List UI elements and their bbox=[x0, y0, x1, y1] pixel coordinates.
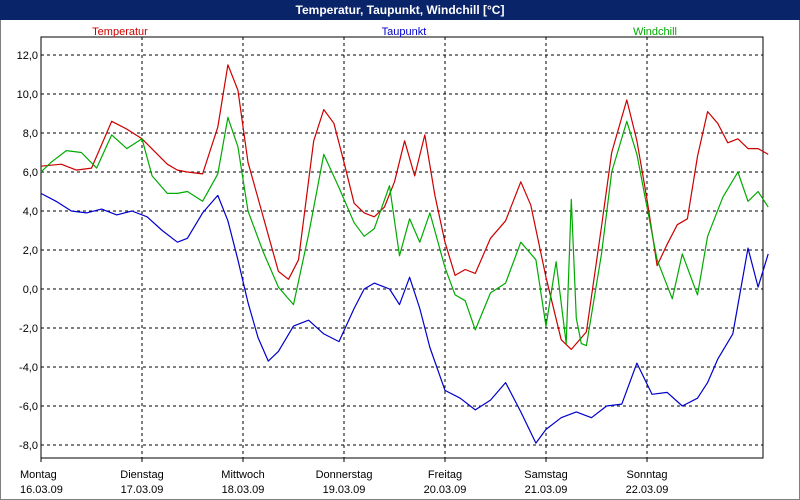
x-tick-day: Mittwoch bbox=[221, 469, 264, 481]
y-tick-label: -4,0 bbox=[19, 362, 38, 374]
y-tick-label: 2,0 bbox=[23, 245, 38, 257]
x-tick-day: Samstag bbox=[524, 469, 567, 481]
x-tick-day: Freitag bbox=[428, 469, 462, 481]
x-tick-date: 19.03.09 bbox=[323, 484, 366, 496]
series-line-windchill bbox=[40, 116, 769, 347]
x-tick-date: 22.03.09 bbox=[626, 484, 669, 496]
x-tick-day: Donnerstag bbox=[316, 469, 373, 481]
x-tick-date: 17.03.09 bbox=[121, 484, 164, 496]
x-tick-day: Dienstag bbox=[120, 469, 163, 481]
y-tick-label: 6,0 bbox=[23, 167, 38, 179]
legend-taupunkt: Taupunkt bbox=[382, 26, 427, 38]
x-tick-date: 18.03.09 bbox=[222, 484, 265, 496]
y-tick-label: 8,0 bbox=[23, 128, 38, 140]
x-tick-day: Sonntag bbox=[627, 469, 668, 481]
y-tick-label: 0,0 bbox=[23, 284, 38, 296]
y-tick-label: 10,0 bbox=[17, 89, 38, 101]
y-tick-label: -2,0 bbox=[19, 323, 38, 335]
legend-temperatur: Temperatur bbox=[92, 26, 148, 38]
x-tick-date: 20.03.09 bbox=[424, 484, 467, 496]
window-title: Temperatur, Taupunkt, Windchill [°C] bbox=[0, 0, 800, 20]
y-tick-label: 12,0 bbox=[17, 50, 38, 62]
y-tick-label: -8,0 bbox=[19, 440, 38, 452]
x-tick-day: Montag bbox=[20, 469, 57, 481]
y-tick-label: 4,0 bbox=[23, 206, 38, 218]
x-tick-date: 16.03.09 bbox=[20, 484, 63, 496]
y-tick-label: -6,0 bbox=[19, 401, 38, 413]
series-line-taupunkt bbox=[40, 192, 769, 444]
series-line-temperatur bbox=[40, 64, 769, 350]
legend-windchill: Windchill bbox=[633, 26, 677, 38]
x-tick-date: 21.03.09 bbox=[525, 484, 568, 496]
